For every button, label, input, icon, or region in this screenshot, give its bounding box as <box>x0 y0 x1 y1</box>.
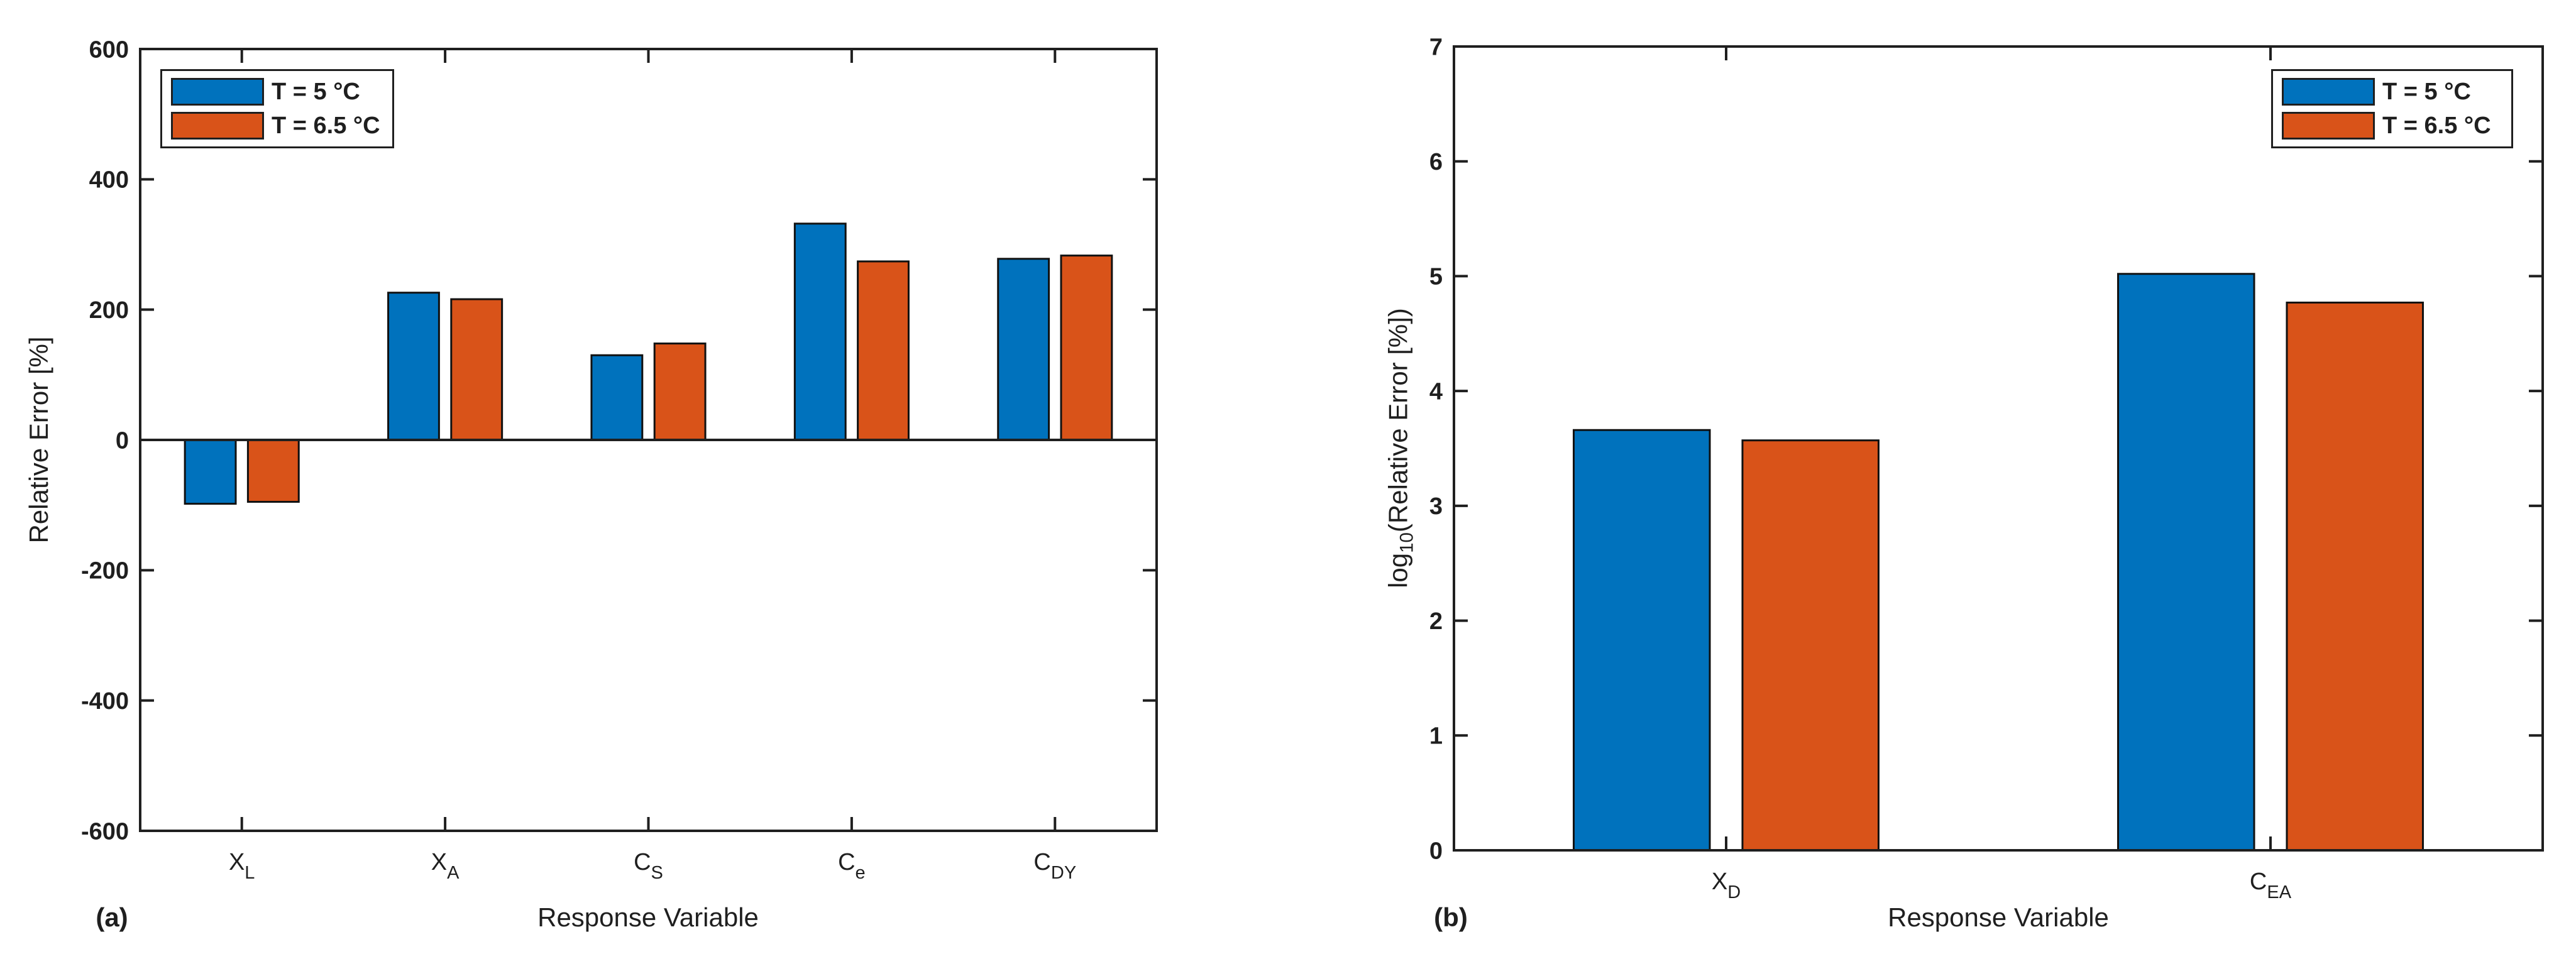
bar <box>2286 301 2424 852</box>
y-tick-label: 0 <box>116 427 129 454</box>
plot-box <box>1453 45 2544 852</box>
bar <box>653 343 707 441</box>
y-tick-label: 400 <box>89 167 129 194</box>
y-tick-label: 6 <box>1429 149 1443 175</box>
y-tick-label: 3 <box>1429 493 1443 520</box>
bar <box>184 439 237 505</box>
y-tick-label: -200 <box>81 558 129 584</box>
y-tick-label: 200 <box>89 297 129 324</box>
y-tick-label: 2 <box>1429 608 1443 635</box>
bar <box>2117 273 2255 852</box>
y-tick-label: 0 <box>1429 838 1443 864</box>
bar <box>1573 429 1711 852</box>
y-tick-label: 7 <box>1429 34 1443 60</box>
bar <box>1741 439 1880 852</box>
y-tick-label: 1 <box>1429 723 1443 750</box>
category-label: XA <box>431 849 460 883</box>
category-label: CDY <box>1033 849 1076 883</box>
category-label: XL <box>229 849 255 883</box>
category-label: CS <box>634 849 663 883</box>
category-label: XD <box>1712 869 1741 902</box>
category-label: Ce <box>838 849 866 883</box>
y-tick-label: 4 <box>1429 378 1443 405</box>
y-tick-label: 600 <box>89 36 129 63</box>
y-tick-label: -400 <box>81 688 129 715</box>
bar <box>387 292 440 441</box>
bar <box>1060 255 1113 441</box>
bar <box>246 439 300 503</box>
y-tick-label: -600 <box>81 818 129 845</box>
y-tick-label: 5 <box>1429 264 1443 290</box>
category-label: CEA <box>2250 869 2292 902</box>
bar <box>793 222 847 441</box>
